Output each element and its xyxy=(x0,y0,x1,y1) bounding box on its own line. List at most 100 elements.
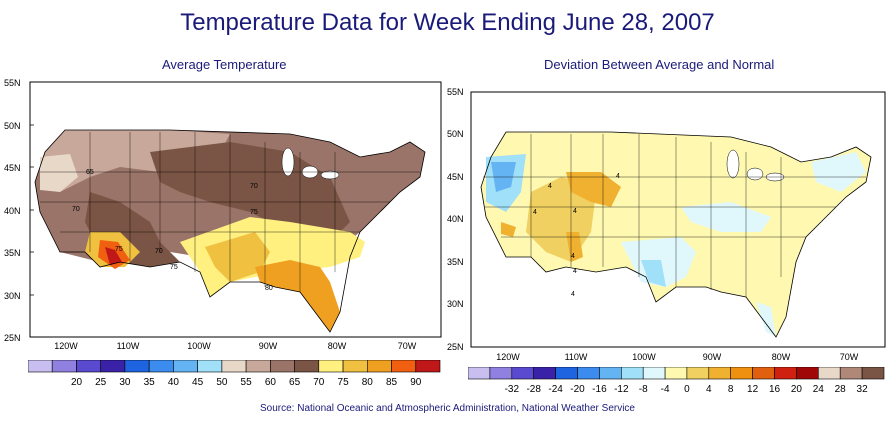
contour-label: 4 xyxy=(616,173,620,180)
legend-swatch xyxy=(342,360,368,373)
lon-label: 70W xyxy=(840,352,859,362)
legend-label: 70 xyxy=(313,377,325,388)
legend-swatch xyxy=(817,367,841,380)
legend-swatch xyxy=(391,360,417,373)
legend-label: 35 xyxy=(144,377,156,388)
legend-label: -4 xyxy=(661,384,670,395)
legend-label: -20 xyxy=(570,384,585,395)
legend-swatch xyxy=(318,360,344,373)
deviation-legend: -32 -28 -24 -20 -16 -12 -8 -4 0 4 8 12 16 20 24 28 32 xyxy=(468,367,885,395)
legend-label: -12 xyxy=(614,384,629,395)
lat-label: 55N xyxy=(447,87,464,97)
legend-swatch xyxy=(642,367,666,380)
lat-label: 55N xyxy=(4,78,21,88)
lat-label: 25N xyxy=(447,342,464,352)
lon-label: 120W xyxy=(496,352,520,362)
left-map-title: Average Temperature xyxy=(162,57,287,72)
legend-swatch xyxy=(51,360,77,373)
legend-swatch xyxy=(100,360,126,373)
legend-swatch xyxy=(489,367,513,380)
legend-label: 20 xyxy=(71,377,83,388)
average-temperature-legend: 20 25 30 35 40 45 50 55 60 65 70 75 80 85 90 xyxy=(28,360,441,388)
legend-swatch xyxy=(124,360,150,373)
us-outline xyxy=(34,129,426,333)
legend-swatch xyxy=(730,367,753,380)
state-borders xyxy=(483,134,866,297)
legend-label: 80 xyxy=(362,377,374,388)
legend-label: 4 xyxy=(706,384,712,395)
contour-label: 75 xyxy=(250,209,258,216)
left-lat-labels: 55N 50N 45N 40N 35N 30N 25N xyxy=(4,78,21,343)
contour-label: 70 xyxy=(250,183,258,190)
legend-swatch xyxy=(577,367,600,380)
lat-label: 30N xyxy=(447,299,464,309)
legend-swatch xyxy=(664,367,688,380)
legend-swatch xyxy=(76,360,102,373)
legend-label: 60 xyxy=(265,377,277,388)
legend-swatch xyxy=(599,367,622,380)
source-note: Source: National Oceanic and Atmospheric… xyxy=(259,403,635,414)
legend-swatch xyxy=(708,367,732,380)
lon-label: 80W xyxy=(328,341,347,350)
legend-label: 0 xyxy=(684,384,690,395)
legend-swatch xyxy=(270,360,295,373)
contour-label: 75 xyxy=(115,246,123,253)
contour-label: 4 xyxy=(573,268,577,275)
contour-label: 80 xyxy=(265,285,273,292)
legend-label: 28 xyxy=(835,384,847,395)
legend-label: 16 xyxy=(769,384,781,395)
deviation-map: 55N 50N 45N 40N 35N 30N 25N 120W 110W 10… xyxy=(447,87,886,362)
legend-swatch xyxy=(752,367,775,380)
lon-label: 100W xyxy=(632,352,656,362)
legend-swatch xyxy=(245,360,271,373)
legend-label: 25 xyxy=(95,377,107,388)
lat-label: 35N xyxy=(4,248,21,258)
average-temperature-map: 55N 50N 45N 40N 35N 30N 25N 120W 110W 10… xyxy=(4,78,442,350)
legend-label: 20 xyxy=(791,384,803,395)
legend-swatch xyxy=(197,360,223,373)
contour-label: 4 xyxy=(573,208,577,215)
lat-label: 50N xyxy=(447,129,464,139)
contour-label: 70 xyxy=(155,248,163,255)
legend-swatch xyxy=(555,367,578,380)
lon-label: 120W xyxy=(54,341,78,350)
legend-swatch xyxy=(468,367,491,380)
legend-label: 50 xyxy=(216,377,228,388)
legend-label: 65 xyxy=(289,377,301,388)
legend-swatch xyxy=(294,360,320,373)
lon-label: 100W xyxy=(187,341,211,350)
right-lon-labels: 120W 110W 100W 90W 80W 70W xyxy=(496,352,859,362)
legend-label: -28 xyxy=(526,384,541,395)
legend-swatch xyxy=(415,360,441,373)
legend-swatch xyxy=(774,367,797,380)
lat-label: 30N xyxy=(4,291,21,301)
contour-label: 75 xyxy=(170,264,178,271)
legend-swatch xyxy=(686,367,710,380)
contour-label: 4 xyxy=(548,183,552,190)
legend-swatch xyxy=(621,367,644,380)
lat-label: 40N xyxy=(447,214,464,224)
legend-swatch xyxy=(173,360,198,373)
legend-swatch xyxy=(148,360,174,373)
legend-swatch xyxy=(861,367,885,380)
lon-label: 80W xyxy=(772,352,791,362)
lon-label: 90W xyxy=(259,341,278,350)
legend-swatch xyxy=(221,360,247,373)
legend-label: 40 xyxy=(168,377,180,388)
contour-label: 4 xyxy=(571,253,575,260)
legend-swatch xyxy=(839,367,863,380)
contour-label: 4 xyxy=(571,291,575,298)
left-contour-labels: 65 70 70 75 70 75 75 80 xyxy=(72,169,273,292)
legend-label: 85 xyxy=(386,377,398,388)
lat-label: 35N xyxy=(447,257,464,267)
state-borders xyxy=(40,132,420,292)
legend-label: 32 xyxy=(857,384,869,395)
legend-swatch xyxy=(366,360,392,373)
left-lon-labels: 120W 110W 100W 90W 80W 70W xyxy=(54,341,417,350)
legend-label: -16 xyxy=(592,384,607,395)
legend-label: 55 xyxy=(241,377,253,388)
page-title: Temperature Data for Week Ending June 28… xyxy=(180,9,715,36)
us-outline xyxy=(480,131,872,338)
legend-label: 90 xyxy=(410,377,422,388)
legend-swatch xyxy=(28,360,53,373)
